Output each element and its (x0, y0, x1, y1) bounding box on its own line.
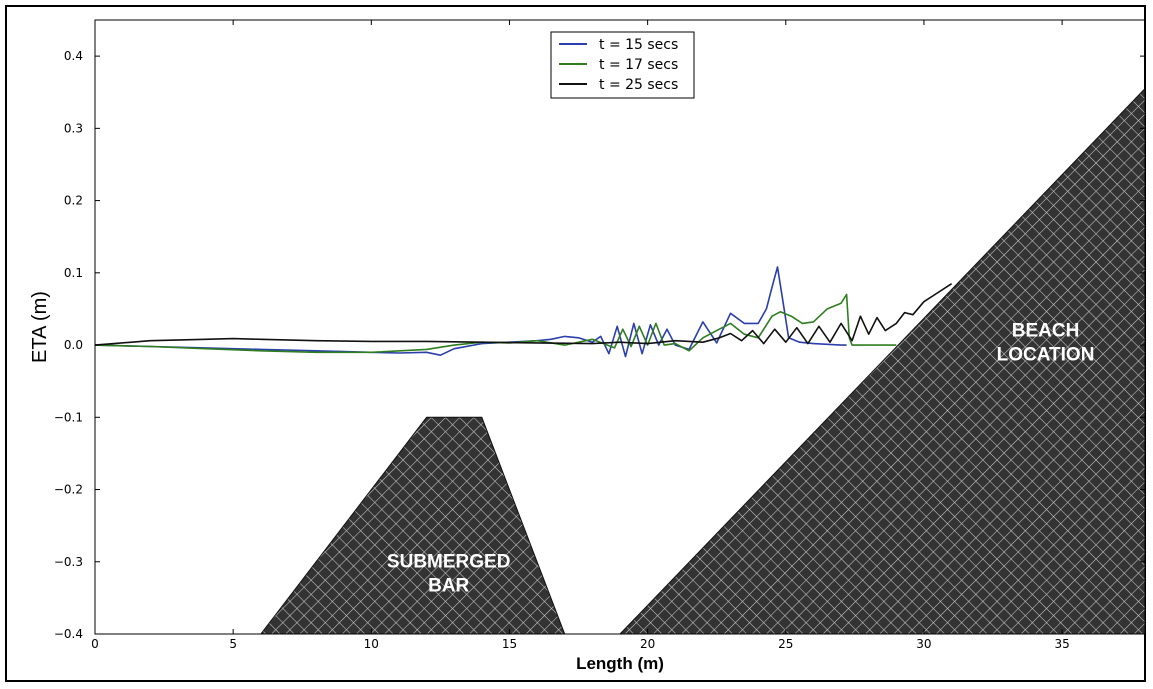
y-tick-label-6: 0.2 (64, 194, 83, 208)
x-tick-label-3: 15 (502, 637, 517, 651)
y-tick-label-0: −0.4 (54, 627, 83, 641)
region-1-label-0: BEACH (1012, 320, 1080, 341)
x-tick-label-6: 30 (916, 637, 931, 651)
region-0-label-0: SUBMERGED (387, 552, 511, 573)
region-1-label-1: LOCATION (997, 344, 1095, 365)
y-tick-label-2: −0.2 (54, 483, 83, 497)
legend-label-1: t = 17 secs (599, 57, 678, 73)
x-tick-label-4: 20 (640, 637, 655, 651)
plot-area-border (94, 19, 1146, 635)
series-layer (94, 266, 953, 358)
x-tick-label-0: 0 (91, 637, 99, 651)
y-tick-label-5: 0.1 (64, 266, 83, 280)
bathymetry-regions: SUBMERGED BAR BEACH LOCATION (259, 87, 1146, 635)
legend-label-2: t = 25 secs (599, 77, 678, 93)
y-tick-label-4: 0.0 (64, 338, 83, 352)
series-line-1 (94, 293, 897, 354)
y-tick-label-1: −0.3 (54, 555, 83, 569)
series-line-2 (94, 283, 953, 346)
x-tick-label-7: 35 (1054, 637, 1069, 651)
x-tick-label-1: 5 (229, 637, 237, 651)
region-0-label-1: BAR (428, 576, 469, 597)
x-axis-title: Length (m) (576, 654, 664, 673)
region-0-shape (259, 416, 566, 635)
legend: t = 15 secs t = 17 secs t = 25 secs (550, 31, 695, 99)
y-tick-label-7: 0.3 (64, 121, 83, 135)
y-tick-label-8: 0.4 (64, 49, 83, 63)
x-tick-label-5: 25 (778, 637, 793, 651)
y-axis-title: ETA (m) (29, 291, 51, 363)
legend-label-0: t = 15 secs (599, 37, 678, 53)
series-line-0 (94, 266, 847, 358)
x-tick-label-2: 10 (364, 637, 379, 651)
axis-ticks: 0 5 10 15 20 25 30 35 −0.4 −0.3 −0.2 −0.1 0.0 0.1 0.2 0… (54, 20, 1145, 651)
y-tick-label-3: −0.1 (54, 410, 83, 424)
